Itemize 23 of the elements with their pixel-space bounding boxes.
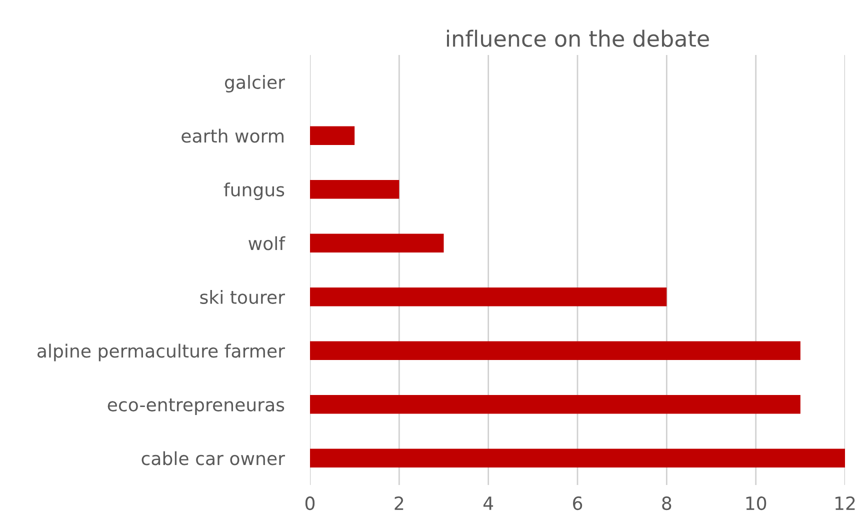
bar — [310, 126, 355, 146]
y-tick-label: cable car owner — [142, 451, 285, 466]
x-tick-label: 10 — [746, 496, 766, 510]
x-tick-label: 2 — [394, 496, 404, 510]
y-tick-label: alpine permaculture farmer — [37, 344, 285, 362]
bar — [310, 180, 400, 199]
y-tick-label: eco-entrepreneuras — [108, 398, 284, 415]
bar — [310, 341, 800, 360]
y-tick-label: ski tourer — [200, 290, 286, 304]
x-tick-label: 4 — [483, 496, 494, 510]
y-tick-label: fungus — [224, 182, 284, 200]
x-tick-label: 0 — [305, 496, 315, 510]
bar — [310, 448, 845, 468]
y-tick-label: earth worm — [182, 128, 284, 143]
x-tick-label: 6 — [573, 496, 582, 510]
x-tick-label: 8 — [662, 496, 672, 510]
y-tick-label: galcier — [224, 75, 285, 92]
bar — [310, 234, 444, 253]
x-tick-label: 12 — [835, 496, 855, 510]
bar — [310, 287, 667, 306]
bar — [310, 394, 800, 414]
y-tick-label: wolf — [248, 236, 286, 250]
chart-title: influence on the debate — [446, 30, 709, 47]
